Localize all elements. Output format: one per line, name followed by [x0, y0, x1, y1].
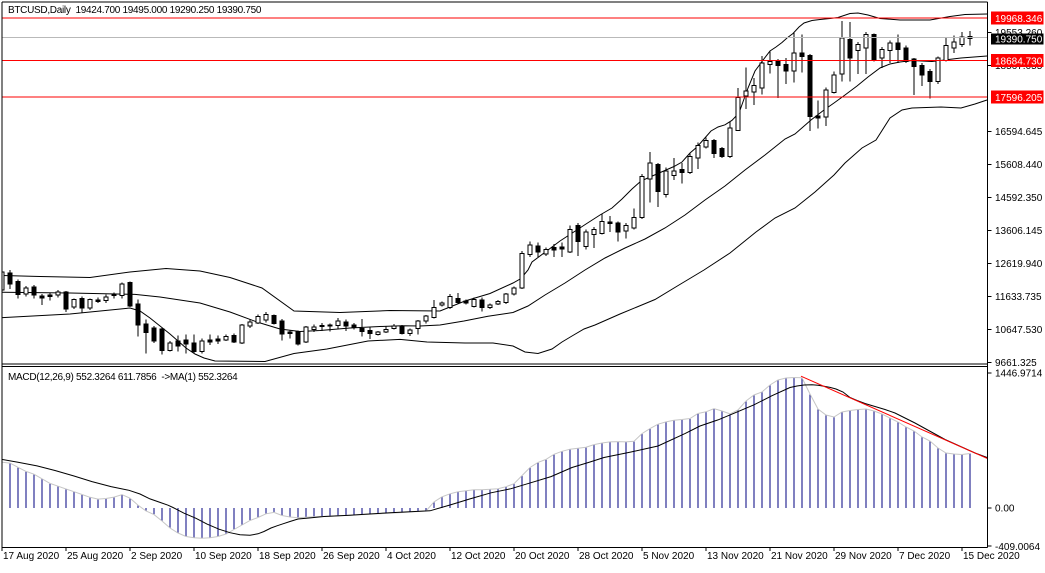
svg-text:1446.9714: 1446.9714 — [995, 369, 1043, 380]
svg-text:15608.440: 15608.440 — [995, 160, 1043, 171]
svg-text:14592.350: 14592.350 — [995, 193, 1043, 204]
svg-text:18684.730: 18684.730 — [995, 56, 1043, 67]
svg-text:11633.735: 11633.735 — [995, 292, 1042, 303]
svg-text:BTCUSD,Daily 19424.700 19495.: BTCUSD,Daily 19424.700 19495.000 19290.2… — [8, 5, 262, 16]
svg-text:10 Sep 2020: 10 Sep 2020 — [195, 551, 252, 562]
svg-text:19390.750: 19390.750 — [995, 34, 1043, 45]
svg-text:2 Sep 2020: 2 Sep 2020 — [131, 551, 183, 562]
svg-text:19968.346: 19968.346 — [995, 14, 1043, 25]
svg-text:MACD(12,26,9) 552.3264 611.785: MACD(12,26,9) 552.3264 611.7856 ->MA(1) … — [8, 372, 238, 383]
svg-text:5 Nov 2020: 5 Nov 2020 — [643, 551, 695, 562]
svg-text:9661.325: 9661.325 — [995, 358, 1037, 369]
svg-text:17 Aug 2020: 17 Aug 2020 — [3, 551, 60, 562]
svg-text:20 Oct 2020: 20 Oct 2020 — [515, 551, 570, 562]
svg-text:17596.205: 17596.205 — [995, 93, 1043, 104]
svg-text:13606.145: 13606.145 — [995, 226, 1043, 237]
svg-text:18 Sep 2020: 18 Sep 2020 — [259, 551, 316, 562]
svg-text:29 Nov 2020: 29 Nov 2020 — [835, 551, 892, 562]
svg-text:15 Dec 2020: 15 Dec 2020 — [963, 551, 1020, 562]
svg-text:12 Oct 2020: 12 Oct 2020 — [451, 551, 506, 562]
svg-text:26 Sep 2020: 26 Sep 2020 — [323, 551, 380, 562]
svg-text:10647.530: 10647.530 — [995, 325, 1043, 336]
svg-text:12619.940: 12619.940 — [995, 259, 1043, 270]
svg-text:7 Dec 2020: 7 Dec 2020 — [899, 551, 951, 562]
svg-text:25 Aug 2020: 25 Aug 2020 — [67, 551, 124, 562]
svg-text:-409.0064: -409.0064 — [995, 542, 1040, 553]
svg-text:28 Oct 2020: 28 Oct 2020 — [579, 551, 634, 562]
svg-text:0.00: 0.00 — [995, 504, 1015, 515]
svg-text:21 Nov 2020: 21 Nov 2020 — [771, 551, 828, 562]
svg-text:16594.645: 16594.645 — [995, 127, 1043, 138]
svg-text:13 Nov 2020: 13 Nov 2020 — [707, 551, 764, 562]
svg-text:4 Oct 2020: 4 Oct 2020 — [387, 551, 436, 562]
